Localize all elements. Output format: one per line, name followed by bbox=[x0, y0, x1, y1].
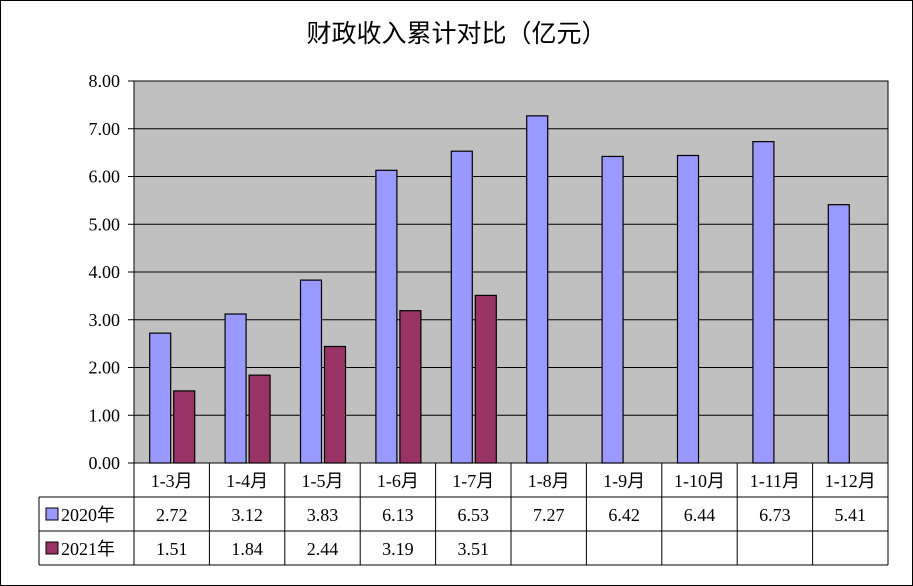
y-tick-label: 4.00 bbox=[89, 262, 121, 282]
bar-2020年-1-9月 bbox=[601, 155, 624, 464]
legend-swatch-2021年 bbox=[45, 541, 59, 555]
y-tick-label: 8.00 bbox=[89, 71, 121, 91]
data-table: 1-3月 2.72 1.51 1-4月 3.12 1.84 1-5月 3.83 2.44 1-6月… bbox=[38, 463, 889, 566]
bar-2021年-1-4月 bbox=[248, 374, 271, 464]
category-label: 1-12月 bbox=[825, 471, 876, 491]
chart-title: 财政收入累计对比（亿元） bbox=[306, 19, 607, 48]
data-label: 6.73 bbox=[759, 505, 791, 525]
data-label: 6.53 bbox=[458, 505, 490, 525]
y-tick-label: 6.00 bbox=[89, 167, 121, 187]
y-tick-label: 0.00 bbox=[89, 453, 121, 473]
category-label: 1-10月 bbox=[674, 471, 725, 491]
y-tick-label: 3.00 bbox=[89, 310, 121, 330]
data-label: 6.42 bbox=[608, 505, 640, 525]
bar-2021年-1-3月 bbox=[173, 390, 196, 464]
category-label: 1-3月 bbox=[151, 471, 193, 491]
legend-swatch-2020年 bbox=[45, 507, 59, 521]
bars bbox=[149, 115, 850, 464]
bar-2020年-1-7月 bbox=[450, 150, 473, 464]
category-label: 1-7月 bbox=[452, 471, 494, 491]
y-axis: 0.00 1.00 2.00 3.00 4.00 5.00 6.00 7.00 8.00 bbox=[89, 71, 134, 473]
bar-2020年-1-3月 bbox=[149, 332, 172, 464]
category-label: 1-4月 bbox=[226, 471, 268, 491]
bar-2021年-1-6月 bbox=[399, 310, 422, 464]
data-label: 7.27 bbox=[533, 505, 565, 525]
data-label: 2.72 bbox=[156, 505, 188, 525]
data-label: 3.83 bbox=[307, 505, 339, 525]
data-label: 1.84 bbox=[231, 539, 263, 559]
bar-2021年-1-7月 bbox=[474, 294, 497, 464]
data-label: 3.51 bbox=[458, 539, 490, 559]
legend-label: 2021年 bbox=[61, 539, 115, 559]
y-tick-label: 1.00 bbox=[89, 405, 121, 425]
y-tick-label: 2.00 bbox=[89, 358, 121, 378]
category-label: 1-11月 bbox=[750, 471, 800, 491]
data-label: 6.13 bbox=[382, 505, 414, 525]
category-label: 1-6月 bbox=[377, 471, 419, 491]
category-label: 1-9月 bbox=[603, 471, 645, 491]
legend-label: 2020年 bbox=[61, 505, 115, 525]
bar-2021年-1-5月 bbox=[323, 345, 347, 464]
bar-2020年-1-8月 bbox=[526, 115, 549, 464]
bar-2020年-1-5月 bbox=[299, 279, 323, 464]
data-label: 3.12 bbox=[231, 505, 263, 525]
bar-2020年-1-11月 bbox=[752, 141, 775, 464]
bar-2020年-1-4月 bbox=[224, 313, 247, 464]
category-label: 1-8月 bbox=[528, 471, 570, 491]
y-tick-label: 7.00 bbox=[89, 119, 121, 139]
data-label: 6.44 bbox=[684, 505, 716, 525]
data-label: 2.44 bbox=[307, 539, 339, 559]
data-label: 3.19 bbox=[382, 539, 414, 559]
category-label: 1-5月 bbox=[302, 471, 344, 491]
bar-2020年-1-10月 bbox=[676, 154, 700, 464]
y-tick-label: 5.00 bbox=[89, 214, 121, 234]
bar-2020年-1-12月 bbox=[827, 204, 850, 464]
bar-2020年-1-6月 bbox=[375, 169, 398, 464]
data-label: 1.51 bbox=[156, 539, 188, 559]
data-label: 5.41 bbox=[835, 505, 867, 525]
